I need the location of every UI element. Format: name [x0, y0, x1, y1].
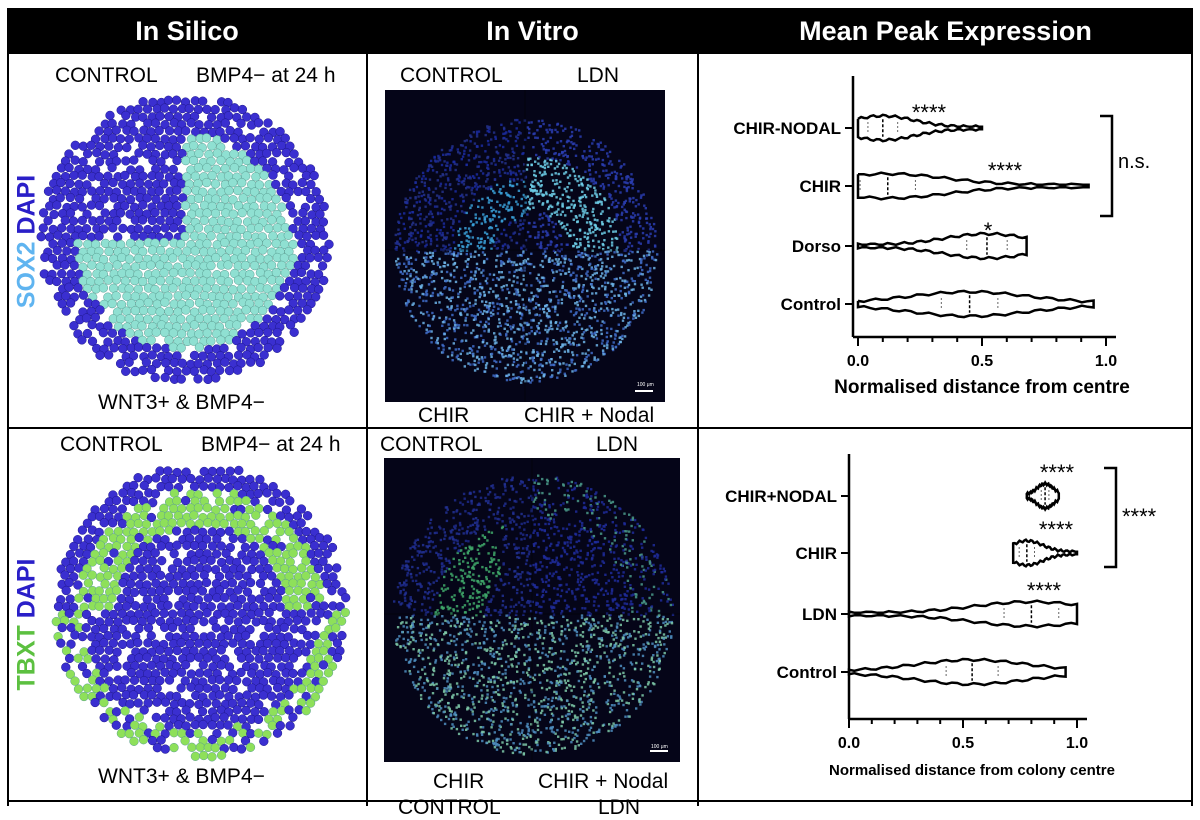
violin-chart-sox2: 0.0 0.5 1.0 Normalised distance from centre… [700, 56, 1190, 424]
header-mean-peak: Mean Peak Expression [699, 8, 1192, 54]
bracket-label: n.s. [1118, 151, 1150, 173]
violin-control [849, 659, 1066, 685]
dapi-label: DAPI [13, 559, 41, 619]
vitro-label-chir: CHIR [433, 770, 484, 794]
vitro-label-ldn: LDN [596, 433, 638, 457]
in-silico-simulation-sox2 [35, 90, 335, 388]
violin-chart-tbxt: 0.0 0.5 1.0 Normalised distance from colony… [700, 430, 1190, 798]
scale-bar-label: 100 μm [651, 744, 668, 750]
violin-chir-nodal [1027, 483, 1059, 510]
category-label: Control [777, 663, 837, 682]
vitro-label-chir-nodal: CHIR + Nodal [538, 770, 668, 794]
category-label: Dorso [792, 237, 841, 256]
significance-label: **** [1040, 460, 1075, 485]
category-label: LDN [802, 605, 837, 624]
significance-label: **** [912, 100, 947, 125]
marker-label: TBXT [13, 625, 41, 690]
in-vitro-micrograph-sox2 [385, 90, 665, 402]
in-silico-simulation-tbxt [45, 460, 355, 762]
x-tick-label: 0.0 [847, 353, 869, 370]
header-in-vitro: In Vitro [368, 8, 697, 54]
row3-label-ldn: LDN [598, 796, 640, 820]
x-axis-label: Normalised distance from colony centre [829, 762, 1115, 779]
significance-label: * [984, 218, 993, 243]
category-label: Control [781, 295, 841, 314]
vitro-label-control: CONTROL [400, 64, 503, 88]
x-tick-label: 0.0 [838, 735, 860, 752]
silico-label-control: CONTROL [60, 433, 163, 457]
significance-bracket [1100, 116, 1112, 216]
vitro-label-chir: CHIR [418, 404, 469, 428]
category-label: CHIR [799, 177, 841, 196]
significance-label: **** [1027, 578, 1062, 603]
cell-layer [37, 96, 334, 384]
category-label: CHIR [795, 544, 837, 563]
in-vitro-micrograph-tbxt [384, 458, 680, 762]
bracket-label: **** [1122, 504, 1157, 529]
grid-line [366, 8, 368, 806]
scale-bar-label: 100 μm [637, 382, 654, 388]
grid-line [1191, 8, 1193, 806]
significance-label: **** [1039, 517, 1074, 542]
violin-chir [1013, 540, 1077, 567]
vitro-label-chir-nodal: CHIR + Nodal [524, 404, 654, 428]
x-tick-label: 0.5 [971, 353, 993, 370]
x-tick-label: 1.0 [1095, 353, 1117, 370]
category-label: CHIR+NODAL [725, 487, 837, 506]
violin-dorso [858, 233, 1027, 259]
grid-line [697, 8, 699, 806]
significance-bracket [1104, 468, 1116, 567]
silico-label-bmp4: BMP4− at 24 h [196, 64, 336, 88]
silico-label-wnt3: WNT3+ & BMP4− [98, 765, 265, 789]
violin-chir [858, 173, 1089, 200]
silico-label-bmp4: BMP4− at 24 h [201, 433, 341, 457]
vitro-label-ldn: LDN [577, 64, 619, 88]
violin-ldn [849, 601, 1077, 628]
cell-layer [52, 466, 350, 761]
header-in-silico: In Silico [8, 8, 366, 54]
significance-label: **** [988, 158, 1023, 183]
silico-label-wnt3: WNT3+ & BMP4− [98, 391, 265, 415]
x-tick-label: 1.0 [1066, 735, 1088, 752]
silico-label-control: CONTROL [55, 64, 158, 88]
row3-label-control: CONTROL [398, 796, 501, 820]
grid-line [7, 8, 9, 806]
violin-control [858, 291, 1094, 317]
stain-label-row2: TBXT DAPI [13, 550, 42, 700]
vitro-label-control: CONTROL [380, 433, 483, 457]
category-label: CHIR-NODAL [733, 119, 841, 138]
x-tick-label: 0.5 [952, 735, 974, 752]
x-axis-label: Normalised distance from centre [834, 377, 1130, 398]
